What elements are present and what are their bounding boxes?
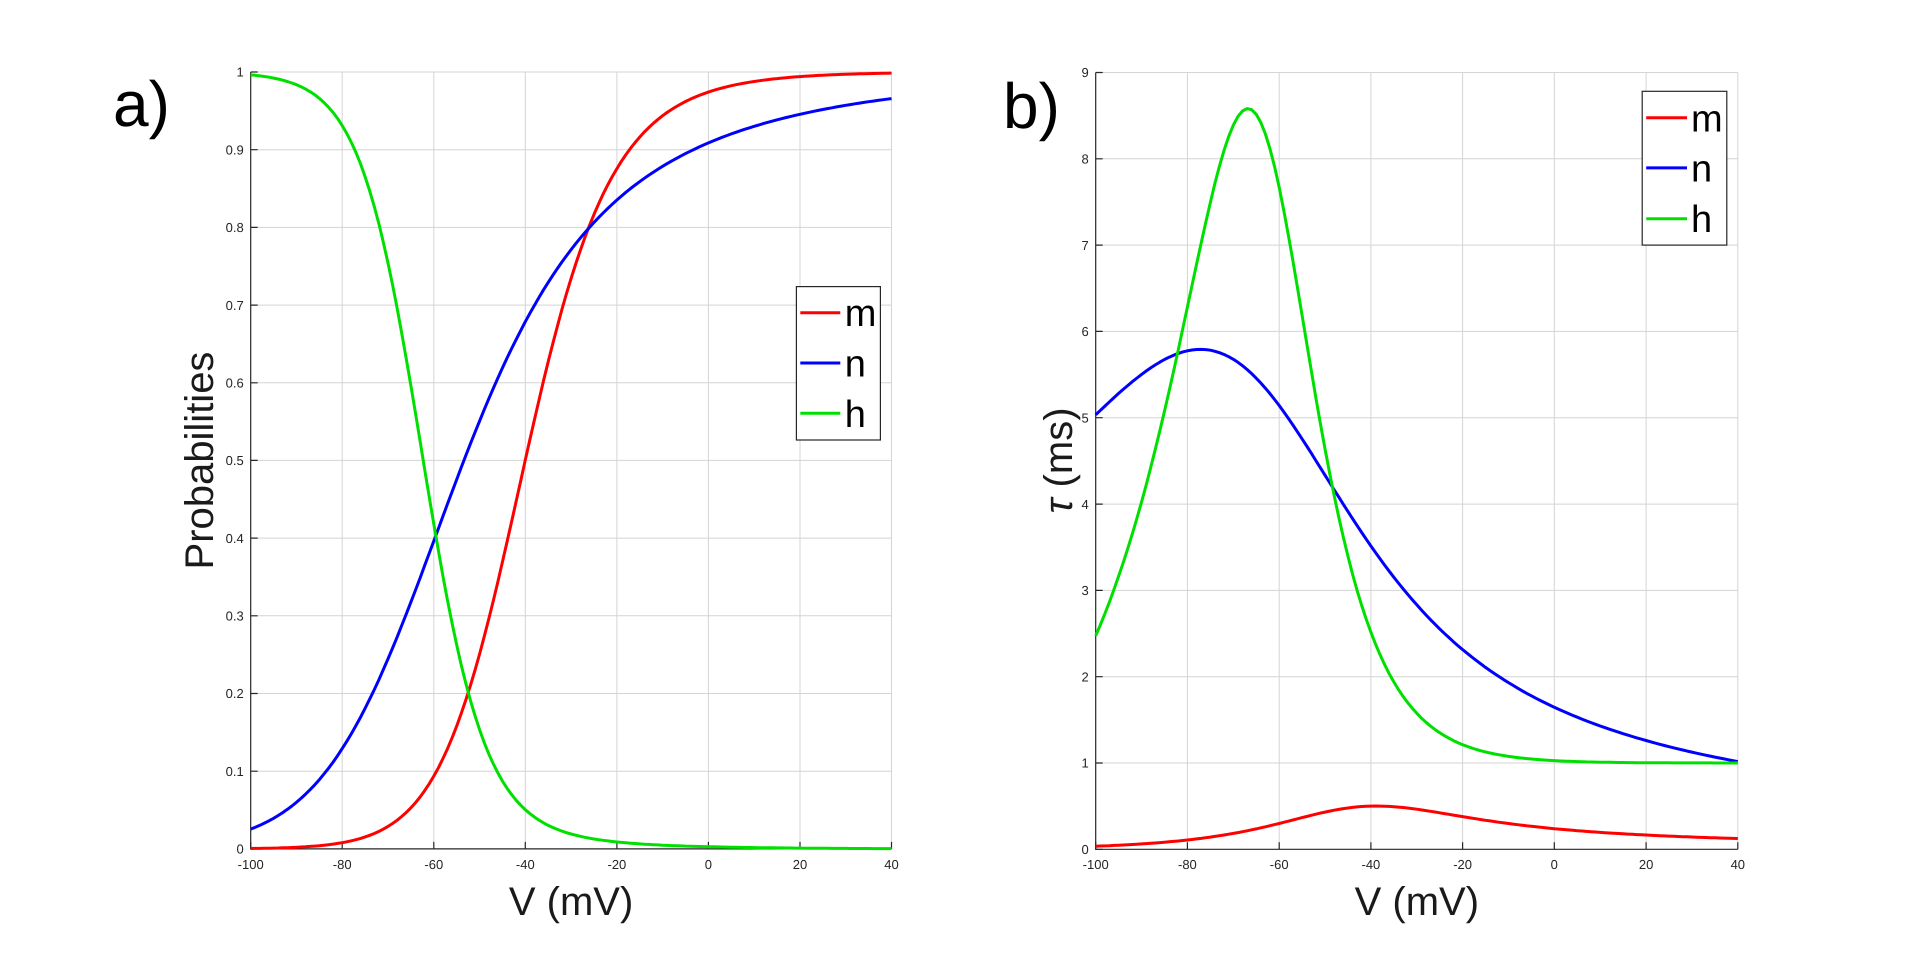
svg-text:-80: -80 [333,857,352,872]
svg-text:0: 0 [1081,842,1088,857]
svg-text:5: 5 [1081,410,1088,425]
svg-text:7: 7 [1081,238,1088,253]
svg-text:1: 1 [1081,756,1088,771]
svg-text:m: m [845,293,877,335]
svg-text:h: h [845,394,866,436]
svg-text:b): b) [1003,70,1060,142]
svg-text:-40: -40 [1362,857,1381,872]
svg-text:-60: -60 [1270,857,1289,872]
svg-text:0.6: 0.6 [226,376,244,391]
svg-text:8: 8 [1081,152,1088,167]
svg-text:-20: -20 [608,857,627,872]
svg-text:6: 6 [1081,324,1088,339]
svg-text:0.8: 0.8 [226,220,244,235]
svg-text:0.3: 0.3 [226,609,244,624]
svg-text:0.1: 0.1 [226,764,244,779]
svg-text:9: 9 [1081,65,1088,80]
svg-text:0.2: 0.2 [226,686,244,701]
svg-text:n: n [845,344,866,386]
svg-text:-100: -100 [238,857,264,872]
svg-text:-80: -80 [1178,857,1197,872]
svg-text:4: 4 [1081,497,1088,512]
svg-text:-60: -60 [424,857,443,872]
svg-text:τ (ms): τ (ms) [1037,407,1081,513]
svg-text:3: 3 [1081,583,1088,598]
svg-text:n: n [1691,148,1712,190]
svg-text:0.5: 0.5 [226,453,244,468]
svg-text:V (mV): V (mV) [509,880,633,924]
svg-text:-20: -20 [1453,857,1472,872]
svg-text:h: h [1691,199,1712,241]
svg-text:20: 20 [1639,857,1653,872]
svg-text:-100: -100 [1083,857,1109,872]
svg-text:Probabilities: Probabilities [178,352,222,570]
svg-text:20: 20 [793,857,807,872]
svg-text:a): a) [113,68,170,140]
svg-text:40: 40 [1731,857,1745,872]
svg-text:0.7: 0.7 [226,298,244,313]
svg-text:0.4: 0.4 [226,531,244,546]
svg-text:0: 0 [1551,857,1558,872]
svg-text:1: 1 [236,65,243,80]
svg-text:m: m [1691,98,1723,140]
svg-text:0.9: 0.9 [226,142,244,157]
svg-text:-40: -40 [516,857,535,872]
svg-text:40: 40 [884,857,898,872]
svg-text:0: 0 [236,842,243,857]
svg-text:0: 0 [705,857,712,872]
svg-text:2: 2 [1081,669,1088,684]
svg-text:V (mV): V (mV) [1355,880,1479,924]
